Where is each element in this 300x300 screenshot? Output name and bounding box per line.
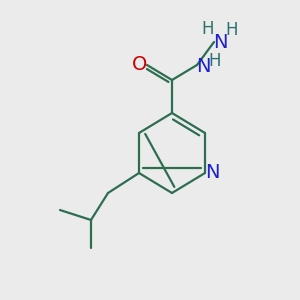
Text: N: N: [213, 32, 227, 52]
Text: N: N: [196, 58, 210, 76]
Text: H: H: [226, 21, 238, 39]
Text: N: N: [205, 164, 219, 182]
Text: H: H: [202, 20, 214, 38]
Text: O: O: [132, 56, 148, 74]
Text: H: H: [209, 52, 221, 70]
